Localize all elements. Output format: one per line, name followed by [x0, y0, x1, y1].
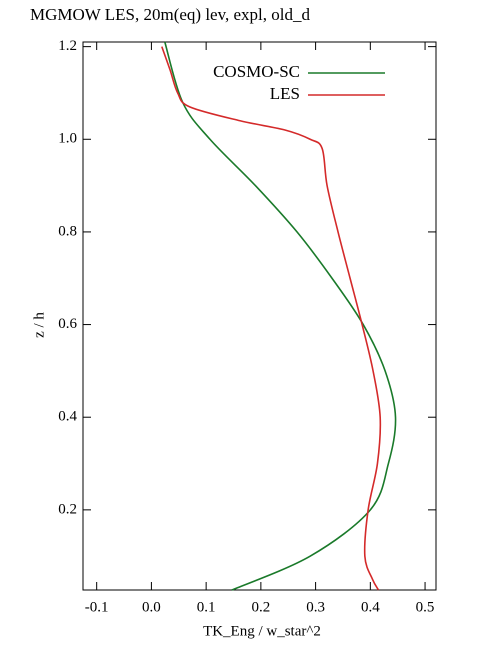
x-tick-label: 0.4 — [361, 599, 380, 615]
legend-label: COSMO-SC — [213, 62, 300, 81]
x-tick-label: -0.1 — [85, 599, 109, 615]
y-axis-label: z / h — [31, 312, 47, 338]
x-tick-label: 0.5 — [416, 599, 435, 615]
x-tick-label: 0.1 — [197, 599, 216, 615]
y-tick-label: 0.8 — [58, 223, 77, 239]
profile-line — [161, 46, 382, 591]
plot-frame — [82, 41, 437, 591]
y-tick-label: 1.0 — [58, 131, 77, 147]
y-tick-label: 0.6 — [58, 316, 77, 332]
x-tick-label: 0.0 — [142, 599, 161, 615]
x-axis-label: TK_Eng / w_star^2 — [203, 623, 321, 639]
y-tick-label: 0.4 — [58, 409, 77, 425]
y-tick-label: 0.2 — [58, 501, 77, 517]
x-tick-label: 0.3 — [306, 599, 325, 615]
chart-title: MGMOW LES, 20m(eq) lev, expl, old_d — [30, 5, 310, 24]
legend-label: LES — [270, 84, 300, 103]
y-tick-label: 1.2 — [58, 38, 77, 54]
x-tick-label: 0.2 — [251, 599, 270, 615]
profile-line — [164, 41, 397, 591]
